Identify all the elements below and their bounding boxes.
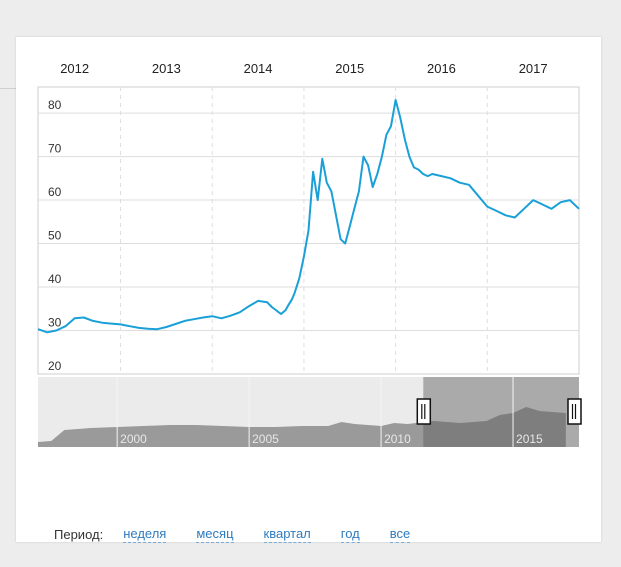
navigator-year-label: 2015 <box>516 432 543 446</box>
x-year-label: 2017 <box>519 61 548 76</box>
handle-box <box>416 398 432 425</box>
navigator-selection-shade <box>423 377 579 447</box>
main-plot: 20 30 40 50 60 70 80 <box>37 86 580 375</box>
x-year-label: 2016 <box>427 61 456 76</box>
x-year-label: 2012 <box>60 61 89 76</box>
handle-box <box>567 398 582 425</box>
navigator-left-handle[interactable] <box>416 398 432 425</box>
chart-card: 2012 2013 2014 2015 2016 2017 20 30 40 50 60 70 80 … <box>16 37 601 544</box>
y-tick-label: 80 <box>48 98 62 112</box>
y-tick-label: 30 <box>48 316 62 330</box>
x-year-label: 2014 <box>244 61 273 76</box>
navigator-year-label: 2005 <box>252 432 279 446</box>
y-tick-label: 60 <box>48 185 62 199</box>
y-axis-ticks: 20 30 40 50 60 70 80 <box>48 98 62 373</box>
period-week-link[interactable]: неделя <box>123 525 167 543</box>
y-tick-label: 70 <box>48 142 62 156</box>
y-tick-label: 50 <box>48 229 62 243</box>
period-month-link[interactable]: месяц <box>196 525 234 543</box>
x-year-label: 2013 <box>152 61 181 76</box>
grid <box>38 87 579 374</box>
price-line <box>37 99 580 334</box>
period-quarter-link[interactable]: квартал <box>263 525 311 543</box>
navigator-year-label: 2000 <box>120 432 147 446</box>
left-divider <box>0 88 16 89</box>
year-labels: 2012 2013 2014 2015 2016 2017 <box>60 61 547 76</box>
navigator-right-handle[interactable] <box>567 398 582 425</box>
period-all-link[interactable]: все <box>389 525 411 543</box>
period-title: Период: <box>54 526 104 542</box>
period-selector: Период: неделя месяц квартал год все <box>54 524 440 544</box>
period-year-link[interactable]: год <box>340 525 360 543</box>
x-year-label: 2015 <box>335 61 364 76</box>
navigator[interactable]: 2000 2005 2010 2015 <box>38 377 582 447</box>
y-tick-label: 20 <box>48 359 62 373</box>
navigator-year-label: 2010 <box>384 432 411 446</box>
y-tick-label: 40 <box>48 272 62 286</box>
navigator-area <box>38 407 566 447</box>
chart-svg: 2012 2013 2014 2015 2016 2017 20304050607080 … <box>37 61 582 447</box>
